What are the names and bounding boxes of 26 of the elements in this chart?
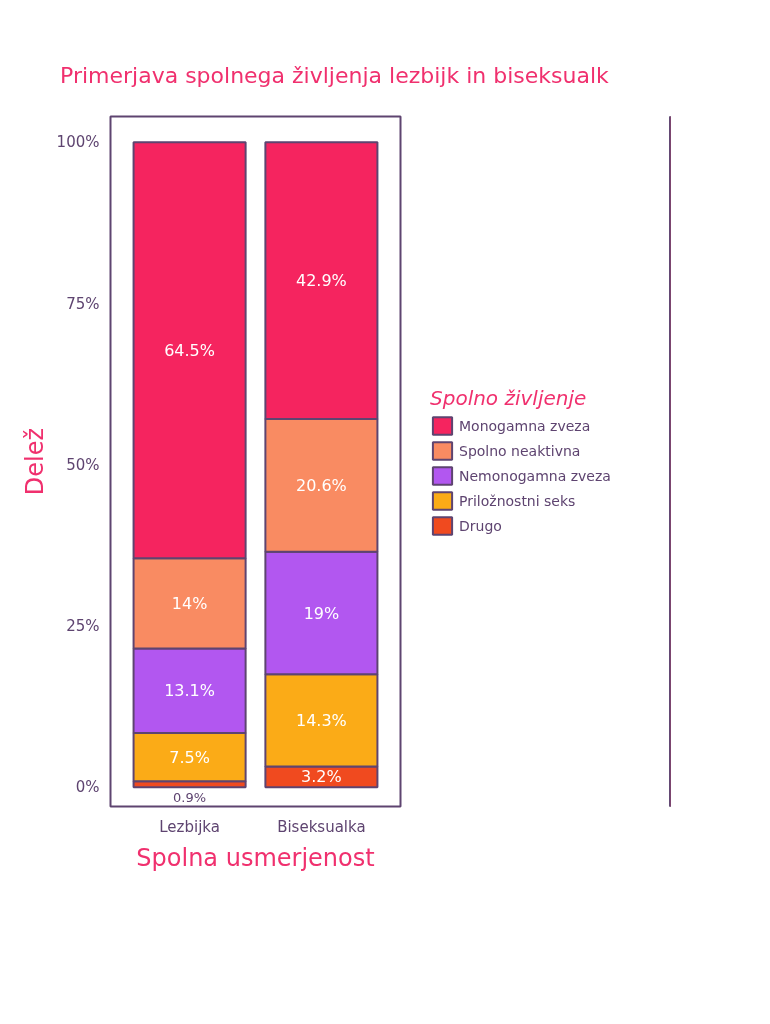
y-tick-label: 0% xyxy=(75,778,100,797)
y-tick-label: 50% xyxy=(66,456,100,475)
data-label: 19% xyxy=(303,603,340,623)
legend-title: Spolno življenje xyxy=(430,385,588,410)
legend-label: Priložnostni seks xyxy=(459,492,576,509)
x-tick-label: Lezbijka xyxy=(159,817,220,836)
data-label: 3.2% xyxy=(301,767,342,787)
legend-label: Nemonogamna zveza xyxy=(459,467,611,484)
data-label: 0.9% xyxy=(173,790,207,806)
x-axis-title: Spolna usmerjenost xyxy=(136,843,375,872)
legend-label: Monogamna zveza xyxy=(459,417,591,434)
y-tick-label: 75% xyxy=(66,294,100,313)
legend-label: Drugo xyxy=(459,517,502,534)
data-label: 13.1% xyxy=(164,681,215,701)
data-label: 14.3% xyxy=(296,711,347,731)
x-tick-label: Biseksualka xyxy=(277,817,366,836)
y-tick-label: 100% xyxy=(56,133,100,152)
y-axis-title: Delež xyxy=(20,428,49,496)
data-label: 20.6% xyxy=(296,476,347,496)
y-tick-label: 25% xyxy=(66,617,100,636)
chart-title: Primerjava spolnega življenja lezbijk in biseksualk xyxy=(60,62,609,90)
data-label: 64.5% xyxy=(164,341,215,361)
data-label: 42.9% xyxy=(296,271,347,291)
data-label: 14% xyxy=(171,594,208,614)
data-label: 7.5% xyxy=(169,748,210,768)
legend-label: Spolno neaktivna xyxy=(459,442,581,459)
